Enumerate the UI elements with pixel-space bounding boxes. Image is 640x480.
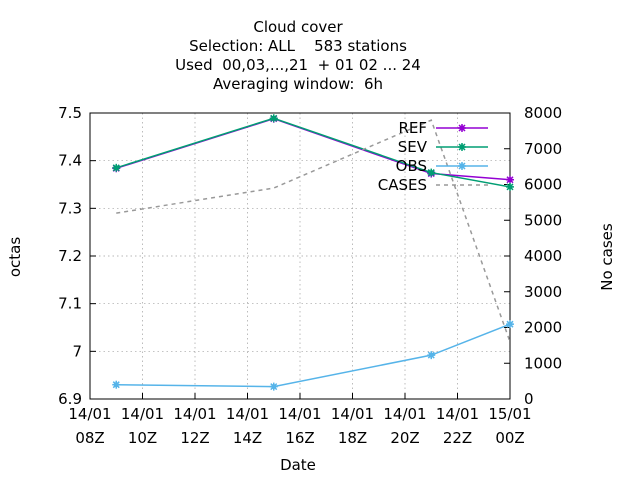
x-tick-label: 14/01 <box>331 405 374 423</box>
x-tick-label: 14/01 <box>436 405 479 423</box>
x-axis-ticks: 14/01 08Z 14/01 10Z 14/01 12Z 14/01 14Z 14/01 16Z… <box>68 393 532 447</box>
y-tick-label: 6.9 <box>58 390 82 408</box>
x-tick-label: 15/01 <box>488 405 531 423</box>
x-tick-label: 14/01 <box>383 405 426 423</box>
x-tick-label: 20Z <box>390 429 419 447</box>
y2-tick-label: 3000 <box>524 283 562 301</box>
x-tick-label: 14Z <box>233 429 262 447</box>
series-line-sev <box>116 117 511 188</box>
legend-label-obs: OBS <box>396 157 427 175</box>
y2-tick-label: 4000 <box>524 247 562 265</box>
legend-label-sev: SEV <box>398 138 428 156</box>
data-point <box>506 182 514 191</box>
x-tick-label: 14/01 <box>121 405 164 423</box>
title-line: Selection: ALL 583 stations <box>189 37 407 55</box>
series-line-cases <box>116 119 511 343</box>
x-axis-label: Date <box>280 456 316 474</box>
x-tick-label: 22Z <box>443 429 472 447</box>
series-line-obs <box>116 323 511 388</box>
x-tick-label: 16Z <box>285 429 314 447</box>
x-tick-label: 14/01 <box>173 405 216 423</box>
y-tick-label: 7.4 <box>58 152 82 170</box>
y2-tick-label: 5000 <box>524 211 562 229</box>
x-tick-label: 00Z <box>495 429 524 447</box>
y2-tick-label: 8000 <box>524 104 562 122</box>
y-tick-label: 7.5 <box>58 104 82 122</box>
legend-label-cases: CASES <box>378 176 427 194</box>
data-point <box>112 163 121 172</box>
x-tick-label: 18Z <box>338 429 367 447</box>
data-point <box>458 162 466 170</box>
x-tick-label: 14/01 <box>278 405 321 423</box>
y-tick-label: 7 <box>72 342 82 360</box>
y2-tick-label: 0 <box>524 390 534 408</box>
y-tick-label: 7.1 <box>58 295 82 313</box>
data-point <box>269 382 278 391</box>
data-point <box>427 168 436 177</box>
data-point <box>458 143 466 151</box>
y2-tick-label: 1000 <box>524 354 562 372</box>
y-axis-ticks: 6.9 7 7.1 7.2 7.3 7.4 7.5 <box>58 104 96 408</box>
x-tick-label: 14/01 <box>226 405 269 423</box>
title-line: Averaging window: 6h <box>213 75 383 93</box>
data-point <box>427 351 436 360</box>
y-tick-label: 7.3 <box>58 199 82 217</box>
y-tick-label: 7.2 <box>58 247 82 265</box>
y2-tick-label: 7000 <box>524 140 562 158</box>
y2-tick-label: 2000 <box>524 319 562 337</box>
y2-axis-ticks: 0 1000 2000 3000 4000 5000 6000 7000 8000 <box>504 104 562 408</box>
data-point <box>112 380 121 389</box>
y-axis-label: octas <box>6 237 24 277</box>
legend-label-ref: REF <box>398 119 427 137</box>
x-tick-label: 08Z <box>75 429 104 447</box>
data-point <box>506 320 514 329</box>
data-point <box>269 114 278 123</box>
data-point <box>506 175 514 184</box>
x-tick-label: 14/01 <box>68 405 111 423</box>
x-tick-label: 12Z <box>180 429 209 447</box>
y2-tick-label: 6000 <box>524 176 562 194</box>
series-lines <box>112 114 514 391</box>
title-line: Cloud cover <box>253 18 343 36</box>
data-point <box>458 124 466 132</box>
title-line: Used 00,03,...,21 + 01 02 ... 24 <box>175 56 421 74</box>
x-tick-label: 10Z <box>128 429 157 447</box>
y2-axis-label: No cases <box>598 223 616 291</box>
